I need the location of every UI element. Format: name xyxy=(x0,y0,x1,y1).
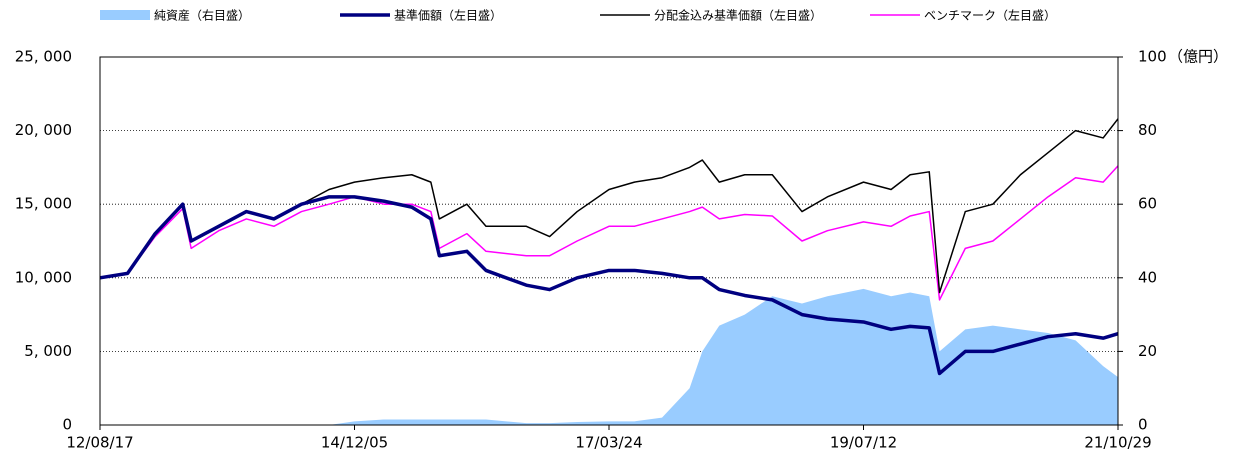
line xyxy=(99,195,1119,376)
legend-swatch xyxy=(100,10,150,20)
legend-label: 分配金込み基準価額（左目盛） xyxy=(654,8,822,23)
line xyxy=(99,118,1119,294)
y-tick-label: 15, 000 xyxy=(15,195,72,213)
x-tick-label: 12/08/17 xyxy=(66,434,133,452)
legend-label: 純資産（右目盛） xyxy=(154,8,250,23)
y-tick-label: 25, 000 xyxy=(15,48,72,66)
x-tick-label: 14/12/05 xyxy=(321,434,388,452)
y2-axis-label: （億円） xyxy=(1168,48,1228,66)
legend-label: 基準価額（左目盛） xyxy=(394,8,502,23)
y-tick-label: 10, 000 xyxy=(15,268,72,286)
y2-tick-label: 100 xyxy=(1138,48,1167,66)
area xyxy=(100,288,1118,425)
line xyxy=(99,165,1119,301)
x-tick-label: 17/03/24 xyxy=(575,434,642,452)
y2-tick-label: 40 xyxy=(1138,268,1157,286)
y-tick-label: 5, 000 xyxy=(24,342,72,360)
y-tick-label: 0 xyxy=(62,416,72,434)
y2-tick-label: 0 xyxy=(1138,416,1148,434)
x-tick-label: 19/07/12 xyxy=(830,434,897,452)
legend-label: ベンチマーク（左目盛） xyxy=(924,8,1056,23)
y-tick-label: 20, 000 xyxy=(15,121,72,139)
y2-tick-label: 60 xyxy=(1138,195,1157,213)
x-tick-label: 21/10/29 xyxy=(1084,434,1151,452)
y2-tick-label: 20 xyxy=(1138,342,1157,360)
y2-tick-label: 80 xyxy=(1138,121,1157,139)
